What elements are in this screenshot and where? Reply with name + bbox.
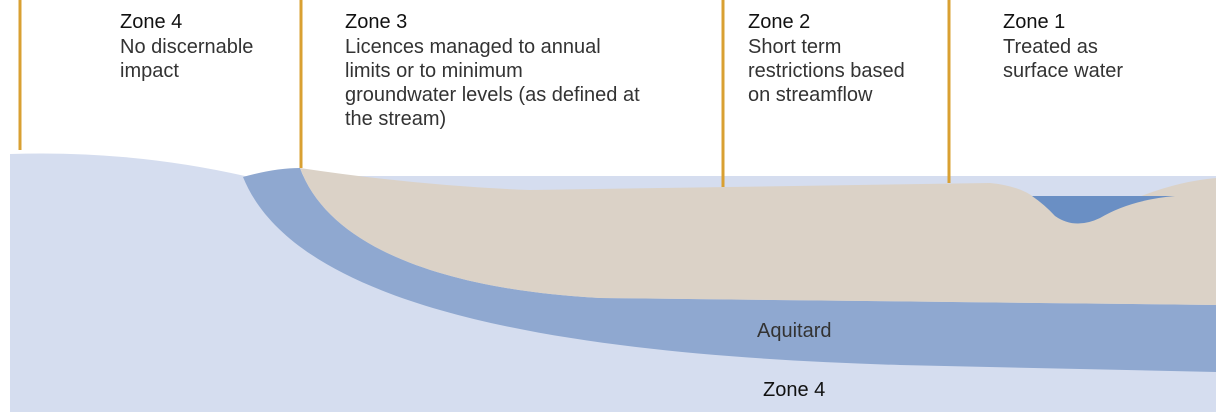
zone-description: on streamflow — [748, 84, 873, 106]
zone-title: Zone 4 — [120, 11, 182, 33]
zone-description: No discernable — [120, 36, 253, 58]
zone-title: Zone 1 — [1003, 11, 1065, 33]
zone-description: limits or to minimum — [345, 60, 523, 82]
zone-title: Zone 3 — [345, 11, 407, 33]
zone-description: restrictions based — [748, 60, 905, 82]
diagram: Aquitard Zone 4 Zone 4 No discernableimpa… — [0, 0, 1216, 412]
deep-zone-label: Zone 4 — [763, 379, 825, 401]
zone-description: Short term — [748, 36, 841, 58]
zone-description: impact — [120, 60, 179, 82]
zone-description: Treated as — [1003, 36, 1098, 58]
zone-description: groundwater levels (as defined at — [345, 84, 640, 106]
aquitard-label: Aquitard — [757, 320, 832, 342]
zone-description: surface water — [1003, 60, 1123, 82]
zone-description: Licences managed to annual — [345, 36, 601, 58]
zone-description: the stream) — [345, 108, 446, 130]
zone-title: Zone 2 — [748, 11, 810, 33]
